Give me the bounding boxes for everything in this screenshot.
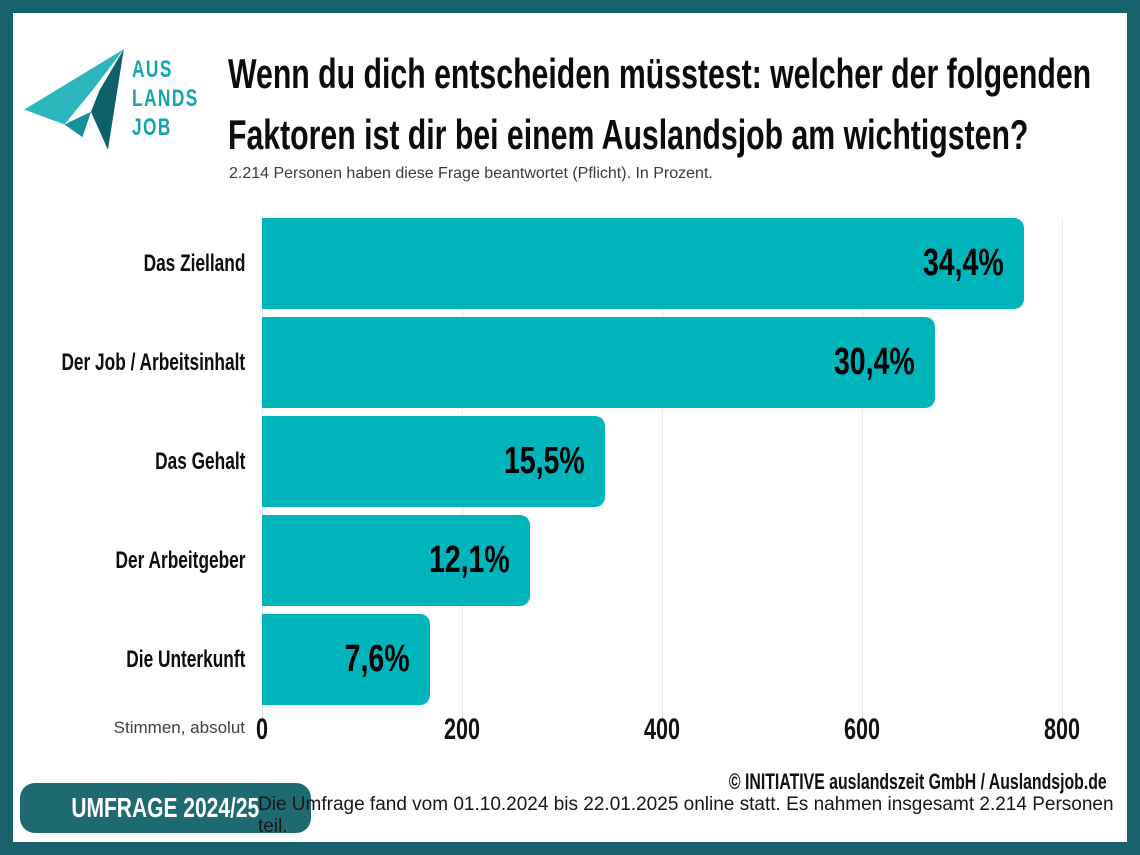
x-axis: Stimmen, absolut 0 200 400 600 800 [13, 713, 1127, 753]
category-label: Die Unterkunft [125, 645, 245, 673]
value-label: 12,1% [429, 539, 510, 581]
bar-track: 15,5% [262, 416, 1062, 507]
page-title: Wenn du dich entscheiden müsstest: welch… [228, 43, 1127, 165]
category-label: Das Gehalt [154, 447, 245, 475]
paper-plane-icon [24, 49, 124, 150]
tick-label-600: 600 [843, 713, 881, 746]
bar: 12,1% [262, 515, 530, 606]
bar-track: 12,1% [262, 515, 1062, 606]
category-label: Der Job / Arbeitsinhalt [61, 348, 245, 376]
bar-row: Das Gehalt 15,5% [13, 416, 1127, 507]
tick-label-200: 200 [443, 713, 481, 746]
copyright-text: © INITIATIVE auslandszeit GmbH / Ausland… [729, 769, 1107, 794]
brand-wordmark: AUS LANDS JOB [132, 55, 225, 142]
value-label: 30,4% [834, 341, 915, 383]
tick-label-400: 400 [643, 713, 681, 746]
chart-subtitle: 2.214 Personen haben diese Frage beantwo… [229, 165, 713, 182]
bar: 30,4% [262, 317, 935, 408]
bar-chart: Das Zielland 34,4% Der Job / Arbeitsinhalt… [13, 218, 1127, 753]
survey-footnote: Die Umfrage fand vom 01.10.2024 bis 22.0… [258, 794, 1114, 837]
bar-row: Die Unterkunft 7,6% [13, 614, 1127, 705]
value-label: 34,4% [923, 242, 1004, 284]
bar: 7,6% [262, 614, 430, 705]
title-line-2: Faktoren ist dir bei einem Auslandsjob a… [228, 111, 1029, 158]
category-label: Der Arbeitgeber [115, 546, 245, 574]
bar-track: 30,4% [262, 317, 1062, 408]
tick-label-800: 800 [1043, 713, 1081, 746]
title-line-1: Wenn du dich entscheiden müsstest: welch… [228, 50, 1092, 97]
bar-row: Der Job / Arbeitsinhalt 30,4% [13, 317, 1127, 408]
wordmark-line: LANDS [132, 85, 199, 112]
wordmark-line: AUS [132, 56, 173, 83]
bar-track: 34,4% [262, 218, 1062, 309]
survey-badge-label: UMFRAGE 2024/25 [71, 792, 260, 823]
category-label: Das Zielland [143, 249, 245, 277]
value-label: 7,6% [345, 638, 410, 680]
tick-label-0: 0 [255, 713, 269, 746]
bar-track: 7,6% [262, 614, 1062, 705]
bar: 34,4% [262, 218, 1024, 309]
wordmark-line: JOB [132, 114, 172, 141]
bar-row: Der Arbeitgeber 12,1% [13, 515, 1127, 606]
bar: 15,5% [262, 416, 605, 507]
value-label: 15,5% [504, 440, 585, 482]
x-axis-title: Stimmen, absolut [113, 718, 245, 737]
survey-badge: UMFRAGE 2024/25 [20, 783, 311, 833]
chart-rows: Das Zielland 34,4% Der Job / Arbeitsinhalt… [13, 218, 1127, 705]
copyright-line: © INITIATIVE auslandszeit GmbH / Ausland… [13, 769, 1127, 795]
bar-row: Das Zielland 34,4% [13, 218, 1127, 309]
